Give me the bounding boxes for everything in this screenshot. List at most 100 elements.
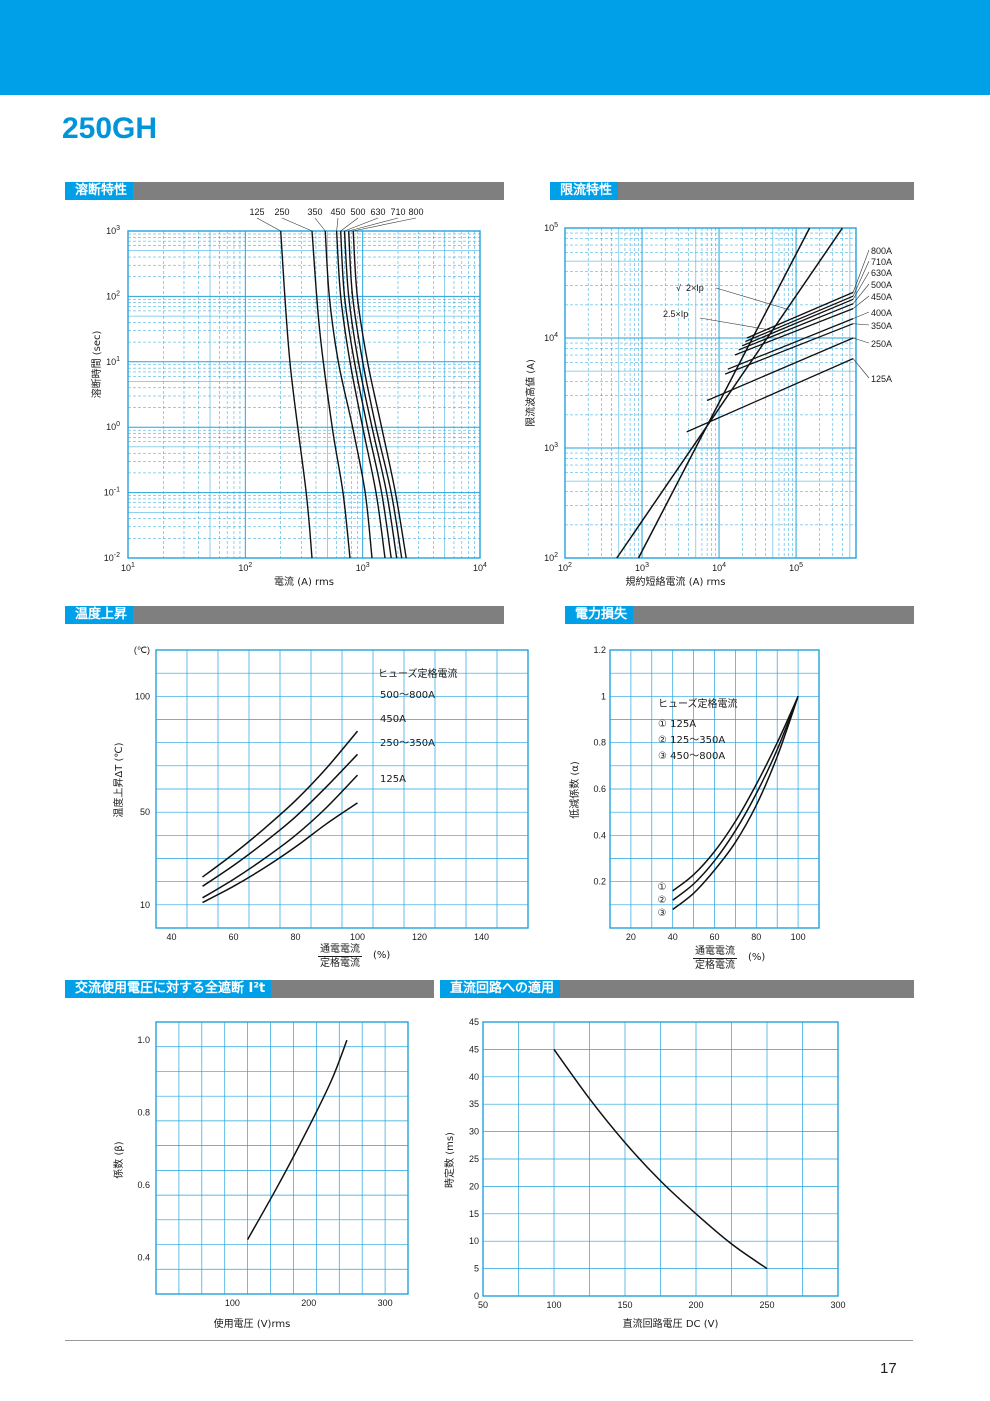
melt-series-leader [344, 217, 379, 232]
loss-x-tick-label: 20 [626, 932, 636, 942]
loss-legend-title: ヒューズ定格電流 [658, 697, 738, 710]
section-title: 電力損失 [565, 606, 634, 624]
limit-series-leader [852, 358, 870, 379]
section-header-i2t: 交流使用電圧に対する全遮断 I²t [65, 980, 434, 998]
limit-series-leader [852, 295, 870, 309]
limit-series-label: 400A [871, 308, 892, 318]
dc-x-tick-label: 300 [830, 1300, 845, 1310]
loss-x-tick-label: 40 [668, 932, 678, 942]
loss-y-tick-label: 0.6 [593, 784, 606, 794]
i2t-y-axis-label: 係数 (β) [112, 1141, 125, 1178]
limit-curve-630A [741, 298, 854, 347]
limit-series-leader [852, 260, 870, 297]
limit-x-tick-label: 104 [712, 562, 726, 573]
loss-curve [672, 696, 799, 901]
limit-x-tick-label: 105 [789, 562, 803, 573]
section-header-temperature-rise: 温度上昇 [65, 606, 504, 624]
limit-series-label: 250A [871, 339, 892, 349]
melt-x-tick-label: 104 [473, 562, 487, 573]
melt-y-tick-label: 100 [106, 421, 120, 432]
limit-y-axis-label: 限流波高値 (A) [524, 359, 537, 427]
i2t-x-axis-label: 使用電圧 (V)rms [214, 1317, 291, 1330]
melt-curve-710 [348, 230, 403, 559]
temp-x-tick-label: 140 [474, 932, 489, 942]
footer-rule [65, 1340, 913, 1341]
i2t-y-tick-label: 0.6 [137, 1180, 150, 1190]
temp-x-tick-label: 100 [350, 932, 365, 942]
loss-curve-marker: ① [658, 882, 667, 893]
limit-series-leader [852, 271, 870, 300]
melt-series-label: 500 [350, 207, 365, 217]
melt-series-leader [314, 217, 326, 232]
loss-curve [672, 696, 799, 911]
loss-curve-marker: ② [658, 895, 667, 906]
melt-series-leader [348, 217, 399, 232]
loss-legend-item: ③ 450～800A [658, 751, 725, 762]
i2t-x-tick-label: 200 [301, 1298, 316, 1308]
melt-series-leader [353, 217, 417, 232]
limit-ref-label-sqrt2: 2×Ip [686, 283, 704, 293]
melt-y-tick-label: 101 [106, 356, 120, 367]
temp-xlabel-numerator: 通電電流 [318, 944, 362, 957]
dc-x-tick-label: 150 [617, 1300, 632, 1310]
limit-series-label: 350A [871, 321, 892, 331]
melt-curve-630 [343, 230, 398, 559]
limit-curve-800A [746, 291, 854, 339]
loss-x-tick-label: 80 [751, 932, 761, 942]
i2t-curve [246, 1039, 348, 1240]
melt-series-label: 710 [390, 207, 405, 217]
temp-y-unit-label: (℃) [134, 645, 150, 655]
melt-plot-frame [127, 230, 481, 559]
loss-curve [672, 695, 799, 892]
limit-series-leader [852, 311, 870, 319]
loss-xlabel-denominator: 定格電流 [695, 960, 735, 971]
temp-xlabel-unit: (%) [373, 950, 391, 961]
dc-y-tick-label: 30 [469, 1127, 479, 1137]
melt-y-tick-label: 10-1 [104, 487, 120, 498]
temp-series-label: 250～350A [380, 738, 435, 749]
loss-legend-item: ① 125A [658, 719, 696, 730]
melt-y-tick-label: 10-2 [104, 552, 120, 563]
section-title: 交流使用電圧に対する全遮断 I²t [65, 980, 272, 998]
loss-y-axis-label: 低減係数 (α) [568, 761, 581, 819]
melt-x-tick-label: 102 [238, 562, 252, 573]
melt-series-leader [340, 217, 359, 232]
loss-y-tick-label: 0.8 [593, 738, 606, 748]
melt-series-label: 800 [408, 207, 423, 217]
limit-x-tick-label: 103 [635, 562, 649, 573]
melt-curve-250 [311, 230, 351, 559]
temp-curve [202, 774, 359, 899]
limit-curve-125A [686, 358, 854, 433]
melt-series-label: 450 [330, 207, 345, 217]
model-title: 250GH [62, 112, 158, 145]
melt-x-tick-label: 103 [356, 562, 370, 573]
melt-curve-500 [340, 230, 392, 559]
dc-y-tick-label: 35 [469, 1099, 479, 1109]
loss-xlabel-unit: (%) [748, 952, 766, 963]
dc-y-tick-label: 25 [469, 1154, 479, 1164]
loss-x-tick-label: 100 [791, 932, 806, 942]
limit-ref-label-sqrt: √ [676, 283, 681, 293]
limit-curve-450A [734, 307, 854, 356]
temp-y-tick-label: 100 [135, 691, 150, 701]
limit-ref-label-2p5: 2.5×Ip [663, 309, 688, 319]
i2t-y-tick-label: 1.0 [137, 1035, 150, 1045]
dc-y-tick-label: 5 [474, 1264, 479, 1274]
page-number: 17 [880, 1360, 897, 1377]
limit-ref-leader [715, 287, 791, 311]
limit-series-label: 500A [871, 280, 892, 290]
melt-x-tick-label: 101 [121, 562, 135, 573]
dc-x-tick-label: 50 [478, 1300, 488, 1310]
top-banner [0, 0, 990, 95]
temp-curve [202, 730, 359, 878]
loss-y-tick-label: 0.4 [593, 830, 606, 840]
section-title: 限流特性 [550, 182, 619, 200]
section-header-current-limiting: 限流特性 [550, 182, 914, 200]
dc-y-tick-label: 0 [474, 1291, 479, 1301]
melt-series-label: 250 [274, 207, 289, 217]
temp-x-tick-label: 40 [166, 932, 176, 942]
melt-curve-125 [280, 230, 313, 559]
loss-xlabel-fraction: 通電電流 定格電流 (%) [693, 945, 765, 972]
melt-series-leader [336, 217, 339, 232]
